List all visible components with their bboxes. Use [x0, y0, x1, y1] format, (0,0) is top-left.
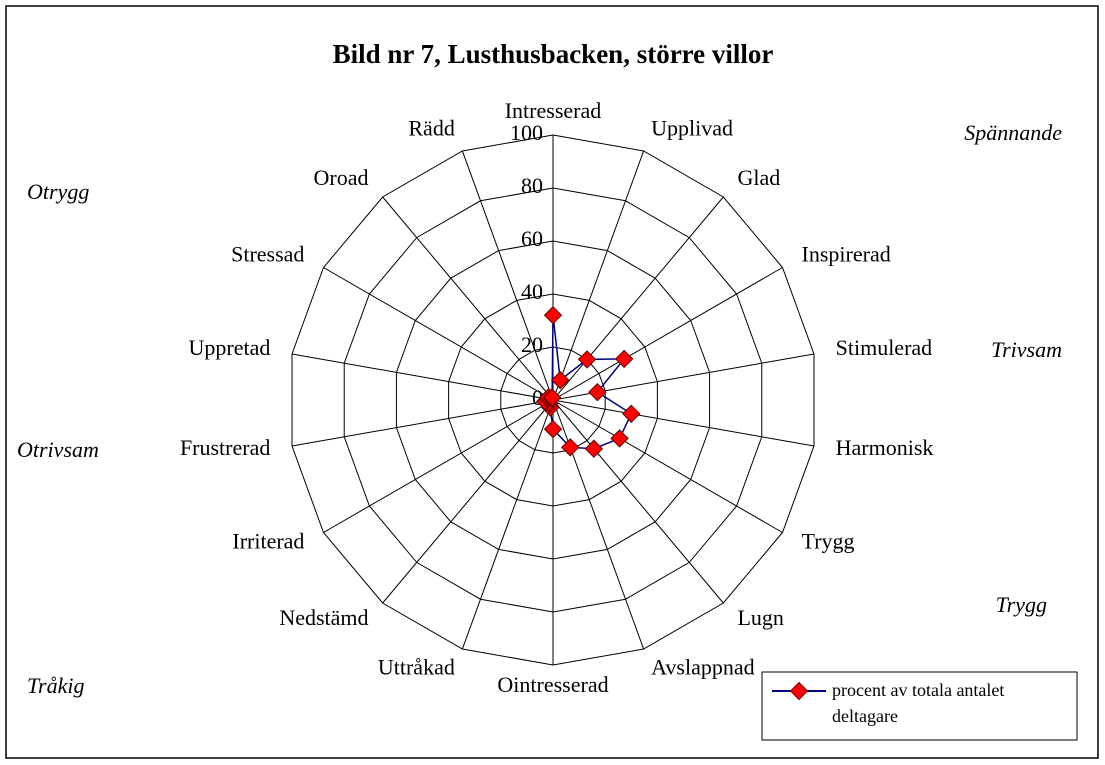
category-label: Frustrerad — [180, 435, 270, 460]
data-point — [614, 349, 634, 369]
category-label: Avslappnad — [651, 655, 754, 680]
data-point — [610, 429, 629, 448]
spoke — [291, 399, 554, 447]
category-label: Stressad — [231, 242, 304, 267]
data-point — [551, 370, 570, 390]
category-label: Nedstämd — [279, 605, 368, 630]
legend-marker — [789, 681, 809, 701]
spoke — [382, 399, 554, 604]
annotation: Trivsam — [991, 337, 1062, 362]
spoke — [461, 399, 554, 650]
category-label: Lugn — [737, 605, 783, 630]
spoke — [552, 267, 783, 401]
annotation: Tråkig — [27, 673, 84, 698]
annotation: Spännande — [964, 120, 1062, 145]
category-label: Trygg — [802, 529, 855, 554]
r-tick-label: 60 — [521, 226, 543, 251]
category-label: Uttråkad — [378, 655, 455, 680]
r-tick-label: 100 — [510, 120, 543, 145]
spoke — [552, 399, 815, 447]
category-label: Irriterad — [232, 529, 304, 554]
category-label: Oroad — [314, 165, 369, 190]
spoke — [552, 150, 645, 401]
r-tick-label: 40 — [521, 279, 543, 304]
spoke — [382, 196, 554, 401]
data-point — [543, 419, 563, 439]
spoke — [552, 196, 724, 401]
spoke — [552, 399, 783, 533]
data-point — [622, 404, 641, 423]
data-point — [561, 438, 580, 457]
data-point — [577, 350, 597, 369]
spoke — [323, 267, 554, 401]
category-label: Upplivad — [651, 115, 733, 140]
category-label: Inspirerad — [802, 242, 891, 267]
data-point — [588, 382, 607, 402]
data-point — [584, 439, 604, 458]
category-label: Glad — [737, 165, 780, 190]
annotation: Otrygg — [27, 179, 89, 204]
category-label: Rädd — [408, 115, 454, 140]
category-label: Harmonisk — [836, 435, 934, 460]
legend-box — [761, 671, 1078, 741]
r-tick-label: 80 — [521, 173, 543, 198]
chart-title: Bild nr 7, Lusthusbacken, större villor — [333, 39, 774, 69]
spoke — [291, 353, 554, 401]
r-tick-label: 20 — [521, 332, 543, 357]
category-label: Uppretad — [189, 335, 271, 360]
data-point — [542, 388, 562, 407]
category-label: Intresserad — [505, 98, 602, 123]
category-label: Ointresserad — [497, 672, 608, 697]
spoke — [323, 399, 554, 533]
spoke — [552, 399, 724, 604]
spoke — [461, 150, 554, 401]
r-tick-label: 0 — [532, 385, 543, 410]
category-label: Stimulerad — [836, 335, 933, 360]
annotation: Trygg — [996, 592, 1047, 617]
legend-label: procent av totala antalet deltagare — [832, 680, 1005, 726]
data-point — [543, 306, 563, 325]
annotation: Otrivsam — [17, 437, 99, 462]
